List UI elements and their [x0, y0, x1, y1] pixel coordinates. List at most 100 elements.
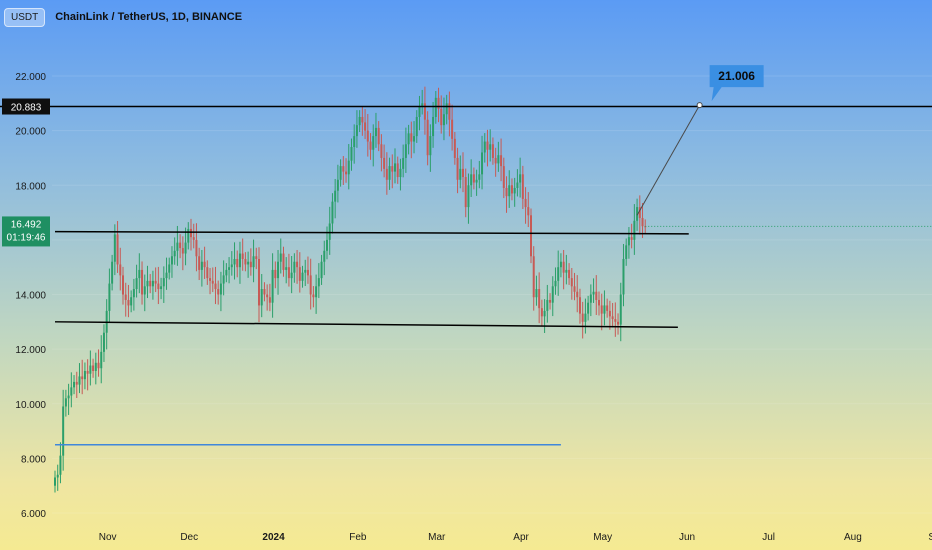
- candle-body: [100, 351, 103, 369]
- candle-body: [198, 256, 201, 270]
- candle-body: [418, 106, 421, 117]
- candle-body: [285, 267, 288, 270]
- candle-body: [399, 168, 402, 178]
- candle-body: [203, 261, 206, 268]
- candle-body: [154, 280, 157, 284]
- candle-body: [483, 141, 486, 153]
- last-price-badge: [2, 216, 50, 247]
- candle-body: [315, 286, 318, 298]
- candle-body: [543, 310, 546, 317]
- candle-body: [296, 261, 299, 268]
- candle-body: [290, 272, 293, 279]
- candle-body: [606, 305, 609, 311]
- range-low-line[interactable]: [54, 321, 678, 329]
- x-tick-label: Jul: [762, 532, 775, 543]
- candle-body: [81, 376, 84, 380]
- candle-body: [464, 177, 467, 208]
- candle-body: [614, 319, 617, 322]
- candle-body: [244, 258, 247, 265]
- candle-body: [192, 237, 195, 240]
- projection-anchor[interactable]: [696, 102, 703, 109]
- candle-body: [162, 278, 165, 287]
- candle-body: [581, 313, 584, 322]
- candle-body: [557, 267, 560, 281]
- candle-body: [385, 168, 388, 180]
- candle-body: [358, 116, 361, 126]
- target-callout[interactable]: [709, 65, 764, 102]
- candle-body: [173, 250, 176, 257]
- candle-body: [538, 289, 541, 309]
- candle-body: [578, 297, 581, 314]
- candle-body: [277, 261, 280, 279]
- projection-arrow[interactable]: [636, 104, 701, 216]
- candle-body: [551, 286, 554, 303]
- candle-body: [168, 264, 171, 273]
- candle-body: [252, 256, 255, 268]
- candle-body: [70, 387, 73, 396]
- candle-body: [200, 261, 203, 270]
- resistance-price-badge: [2, 98, 50, 115]
- candle-body: [565, 269, 568, 273]
- candle-body: [380, 144, 383, 158]
- candle-body: [258, 258, 260, 306]
- candle-body: [625, 245, 628, 259]
- candle-body: [570, 278, 573, 287]
- candle-body: [233, 258, 236, 265]
- candle-body: [453, 138, 456, 158]
- candle-body: [619, 294, 622, 325]
- candle-body: [119, 264, 122, 276]
- candle-body: [445, 103, 448, 115]
- candle-body: [633, 220, 636, 240]
- candle-body: [497, 155, 500, 164]
- candle-body: [160, 286, 163, 290]
- candle-body: [598, 299, 600, 306]
- candle-body: [391, 166, 394, 172]
- x-tick-label: Feb: [349, 532, 367, 543]
- price-badges: 20.883 16.492 01:19:46: [2, 98, 50, 247]
- candle-body: [181, 248, 184, 254]
- candle-body: [306, 269, 309, 276]
- candle-body: [97, 362, 100, 369]
- candle-body: [225, 269, 228, 276]
- candle-body: [124, 294, 127, 300]
- candle-body: [263, 289, 266, 295]
- candle-body: [138, 269, 141, 279]
- candle-body: [638, 207, 641, 219]
- candle-body: [491, 144, 494, 158]
- candle-body: [587, 302, 590, 314]
- candle-body: [157, 283, 160, 290]
- candle-body: [274, 269, 277, 279]
- last-price-label: 16.492: [11, 219, 42, 230]
- candle-body: [309, 275, 312, 295]
- candle-body: [421, 103, 424, 107]
- mid-range-line[interactable]: [54, 230, 689, 235]
- candle-body: [331, 201, 334, 224]
- candle-body: [342, 166, 345, 172]
- candle-body: [481, 152, 484, 175]
- target-label: 21.006: [718, 69, 755, 83]
- candle-body: [230, 264, 233, 268]
- candle-body: [304, 269, 307, 273]
- candle-body: [500, 155, 503, 167]
- x-tick-label: Nov: [99, 532, 117, 543]
- x-tick-label: 2024: [262, 532, 285, 543]
- candle-body: [535, 289, 538, 298]
- candle-body: [355, 125, 358, 137]
- candle-body: [630, 237, 633, 240]
- y-tick-label: 6.000: [21, 509, 46, 520]
- candle-body: [179, 242, 182, 249]
- chart-header: USDT ChainLink / TetherUS, 1D, BINANCE: [4, 6, 242, 28]
- grid: [52, 75, 932, 514]
- candle-body: [374, 127, 377, 137]
- y-tick-label: 22.000: [15, 72, 46, 83]
- candle-body: [67, 395, 70, 399]
- candle-body: [505, 187, 508, 197]
- candle-body: [440, 108, 443, 126]
- candle-body: [402, 157, 405, 169]
- currency-button[interactable]: USDT: [4, 7, 46, 27]
- candle-body: [190, 228, 192, 238]
- candle-body: [320, 261, 323, 279]
- candle-body: [589, 294, 592, 303]
